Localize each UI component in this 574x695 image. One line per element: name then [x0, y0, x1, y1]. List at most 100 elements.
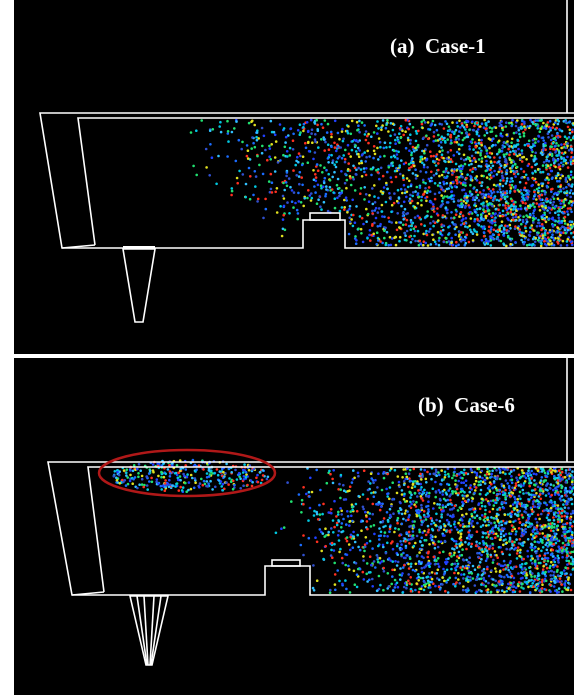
- particle: [533, 206, 536, 209]
- particle: [527, 469, 530, 472]
- particle: [470, 513, 473, 516]
- particle: [517, 127, 520, 130]
- particle: [138, 483, 141, 486]
- particle: [554, 166, 557, 169]
- particle: [502, 553, 505, 556]
- particle: [327, 161, 330, 164]
- particle: [343, 208, 346, 211]
- particle: [420, 486, 423, 489]
- particle: [496, 153, 499, 156]
- particle: [404, 208, 407, 211]
- particle: [483, 134, 486, 137]
- particle: [552, 148, 555, 151]
- particle: [440, 516, 443, 519]
- particle: [385, 244, 388, 247]
- particle: [374, 479, 377, 482]
- particle: [485, 524, 488, 527]
- particle: [179, 468, 182, 471]
- particle: [352, 546, 355, 549]
- particle: [371, 578, 374, 581]
- particle: [465, 192, 468, 195]
- particle: [349, 221, 352, 224]
- particle: [328, 148, 331, 151]
- particle: [146, 484, 149, 487]
- particle: [505, 479, 508, 482]
- particle: [458, 215, 461, 218]
- particle: [438, 239, 441, 242]
- particle: [516, 557, 519, 560]
- particle: [503, 576, 506, 579]
- particle: [476, 233, 479, 236]
- particle: [514, 507, 517, 510]
- particle: [511, 575, 514, 578]
- particle: [444, 120, 447, 123]
- particle: [527, 165, 530, 168]
- particle: [538, 135, 541, 138]
- particle: [502, 185, 505, 188]
- particle: [508, 554, 511, 557]
- particle: [458, 148, 461, 151]
- particle: [543, 212, 546, 215]
- particle: [375, 207, 378, 210]
- particle: [478, 552, 481, 555]
- particle: [410, 565, 413, 568]
- particle: [362, 555, 365, 558]
- particle: [550, 483, 553, 486]
- particle: [540, 479, 543, 482]
- particle: [498, 151, 501, 154]
- particle: [332, 519, 335, 522]
- particle: [462, 577, 465, 580]
- particle: [471, 121, 474, 124]
- particle: [481, 239, 484, 242]
- particle: [366, 237, 369, 240]
- particle: [519, 158, 522, 161]
- particle: [338, 580, 341, 583]
- particle: [341, 130, 344, 133]
- particle: [316, 513, 319, 516]
- particle: [561, 468, 564, 471]
- particle: [485, 193, 488, 196]
- particle: [561, 556, 564, 559]
- particle: [384, 141, 387, 144]
- particle: [325, 185, 328, 188]
- particle: [527, 205, 530, 208]
- particle: [426, 234, 429, 237]
- particle: [283, 127, 286, 130]
- particle: [311, 141, 314, 144]
- particle: [537, 558, 540, 561]
- particle: [545, 160, 548, 163]
- particle: [571, 183, 574, 186]
- particle: [357, 568, 360, 571]
- particle: [435, 155, 438, 158]
- particle: [430, 155, 433, 158]
- particle: [380, 531, 383, 534]
- particle: [151, 481, 154, 484]
- particle: [389, 559, 392, 562]
- particle: [411, 200, 414, 203]
- particle: [335, 515, 338, 518]
- particle: [447, 133, 450, 136]
- particle: [498, 204, 501, 207]
- particle: [480, 480, 483, 483]
- particle: [346, 540, 349, 543]
- particle: [297, 161, 300, 164]
- particle: [564, 487, 567, 490]
- particle: [407, 573, 410, 576]
- particle: [429, 228, 432, 231]
- particle: [400, 553, 403, 556]
- particle: [443, 160, 446, 163]
- particle: [523, 132, 526, 135]
- particle: [226, 120, 229, 123]
- particle: [549, 201, 552, 204]
- particle: [125, 474, 128, 477]
- particle: [523, 156, 526, 159]
- particle: [472, 187, 475, 190]
- particle: [532, 172, 535, 175]
- particle: [275, 140, 278, 143]
- particle: [375, 125, 378, 128]
- particle: [285, 136, 288, 139]
- particle: [157, 475, 160, 478]
- particle: [316, 202, 319, 205]
- particle: [479, 181, 482, 184]
- particle: [557, 166, 560, 169]
